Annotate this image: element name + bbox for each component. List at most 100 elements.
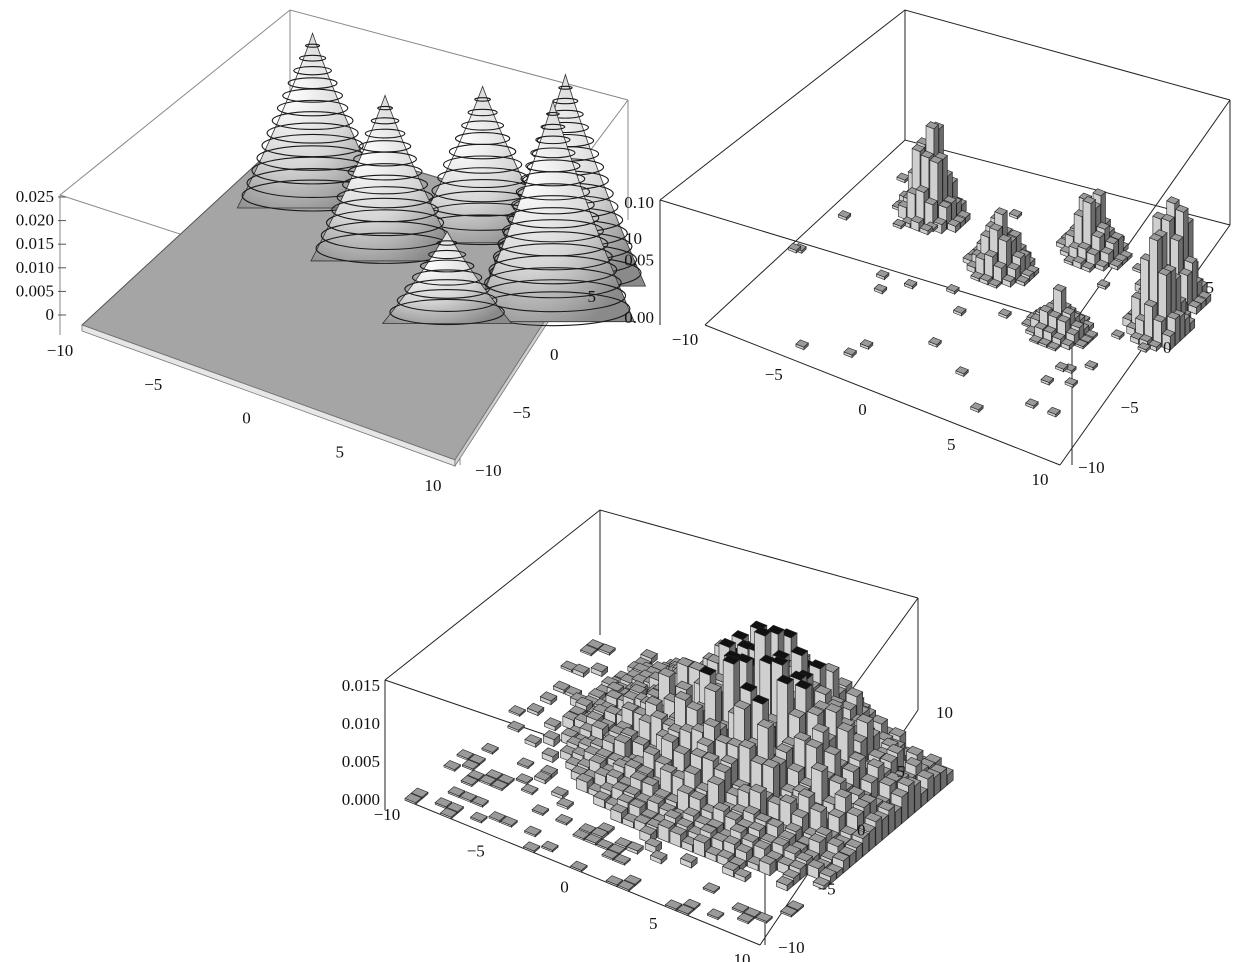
histogram-bar xyxy=(1008,208,1023,220)
histogram-bar xyxy=(439,807,458,820)
histogram-bar xyxy=(543,717,562,732)
contour-line xyxy=(467,108,498,117)
z-tick-label: 0.005 xyxy=(16,281,54,300)
x-tick-label: −5 xyxy=(144,375,162,394)
contour-line xyxy=(347,163,423,181)
z-tick-label: 0.10 xyxy=(624,193,654,212)
x-tick-label: 0 xyxy=(242,409,251,428)
histogram-bar xyxy=(812,876,831,891)
y-tick-label: 0 xyxy=(1163,338,1172,357)
histogram-bar xyxy=(500,815,518,828)
histogram-bar xyxy=(471,795,489,808)
contour-line xyxy=(454,132,511,146)
contour-line xyxy=(287,77,338,90)
y-tick-label: 10 xyxy=(625,229,642,248)
histogram-bar xyxy=(1001,274,1016,288)
surface-peak xyxy=(470,99,635,327)
histogram-bar xyxy=(490,779,509,792)
y-tick-label: 5 xyxy=(1206,278,1215,297)
surface-peak xyxy=(381,230,513,326)
histogram-bar xyxy=(758,854,777,877)
histogram-bar xyxy=(626,841,644,855)
x-tick-label: 5 xyxy=(336,442,345,461)
contour-line xyxy=(492,243,613,271)
histogram-bar xyxy=(1084,360,1099,371)
histogram-bar xyxy=(875,269,890,281)
contour-line xyxy=(404,279,490,299)
histogram-bar xyxy=(1064,377,1079,389)
y-tick-label: 5 xyxy=(588,287,597,306)
histogram-bar xyxy=(551,786,569,800)
z-tick-label: 0.020 xyxy=(16,211,54,230)
histogram-bar xyxy=(736,912,755,925)
y-tick-label: 5 xyxy=(897,762,906,781)
histogram-bar xyxy=(541,747,560,764)
surface-plot: 0 0.005 0.010 0.015 0.020 0.025 −10 −5 0 5 10 −10 −5… xyxy=(16,9,647,495)
histogram-bar xyxy=(1137,342,1152,354)
contour-line xyxy=(511,195,595,215)
contour-line xyxy=(282,88,343,103)
y-tick-label: −10 xyxy=(475,461,502,480)
contour-line xyxy=(461,120,505,131)
histogram-bar xyxy=(617,880,636,892)
contour-line xyxy=(558,85,573,90)
histogram-bar xyxy=(531,804,550,817)
histogram-bar xyxy=(456,749,475,761)
contour-line xyxy=(261,133,364,158)
histogram-bar xyxy=(522,841,541,854)
histogram-bar xyxy=(979,273,993,286)
z-tick-label: 0.000 xyxy=(342,790,380,809)
x-tick-label: 10 xyxy=(425,476,442,495)
x-tick-label: −10 xyxy=(47,341,74,360)
contour-line xyxy=(336,186,434,209)
histogram-bar xyxy=(919,223,933,236)
histogram-bar xyxy=(1054,361,1069,373)
histogram-bar xyxy=(1081,261,1095,273)
histogram-bar xyxy=(404,793,423,805)
contour-line xyxy=(411,269,483,286)
box-floor-front xyxy=(704,324,1061,466)
histogram-bar xyxy=(1015,275,1030,287)
histogram-bar xyxy=(787,242,802,254)
surface-peak xyxy=(310,94,460,264)
z-tick-label: 0 xyxy=(46,305,55,324)
histogram-bar xyxy=(579,644,598,657)
z-tick-label: 0.05 xyxy=(624,251,654,270)
contour-line xyxy=(364,128,406,139)
contour-line xyxy=(271,111,354,131)
contour-line xyxy=(266,122,359,144)
histogram-bar xyxy=(460,775,479,788)
histogram-bar xyxy=(542,730,561,748)
histogram-axis-ticks: 0.00 0.05 0.10 −10 −5 0 5 10 −10 −5 0 5 10 xyxy=(624,193,1215,489)
contour-line xyxy=(428,249,467,260)
contour-line xyxy=(276,99,349,117)
histogram-bar xyxy=(1111,329,1125,341)
y-tick-label: 0 xyxy=(550,345,559,364)
surface-peaks xyxy=(236,31,647,327)
z-tick-label: 0.010 xyxy=(16,258,54,277)
z-tick-label: 0.025 xyxy=(16,187,54,206)
contour-line xyxy=(525,159,581,173)
histogram-bar xyxy=(843,347,858,359)
histogram-bar xyxy=(556,797,575,810)
histogram-bar xyxy=(780,905,798,918)
x-tick-label: 5 xyxy=(947,435,956,454)
y-tick-label: −10 xyxy=(1078,458,1105,477)
histogram-bar xyxy=(570,860,588,873)
histogram-bar xyxy=(946,283,960,295)
histogram-bar xyxy=(988,278,1002,289)
contour-line xyxy=(541,121,590,134)
histogram-bar xyxy=(533,770,552,785)
histogram-plot-sparse: 0.00 0.05 0.10 −10 −5 0 5 10 −10 −5 0 5 10 xyxy=(624,9,1231,489)
histogram-bar xyxy=(680,853,698,869)
histogram-bar xyxy=(903,278,918,290)
contour-line xyxy=(530,147,576,159)
contour-line xyxy=(389,298,505,326)
contour-line xyxy=(535,135,571,145)
histogram-bar xyxy=(526,702,545,717)
histogram-bar xyxy=(1040,374,1055,386)
histogram-bar xyxy=(572,663,590,678)
x-tick-label: 0 xyxy=(560,878,569,897)
histogram-bar xyxy=(1025,398,1039,410)
